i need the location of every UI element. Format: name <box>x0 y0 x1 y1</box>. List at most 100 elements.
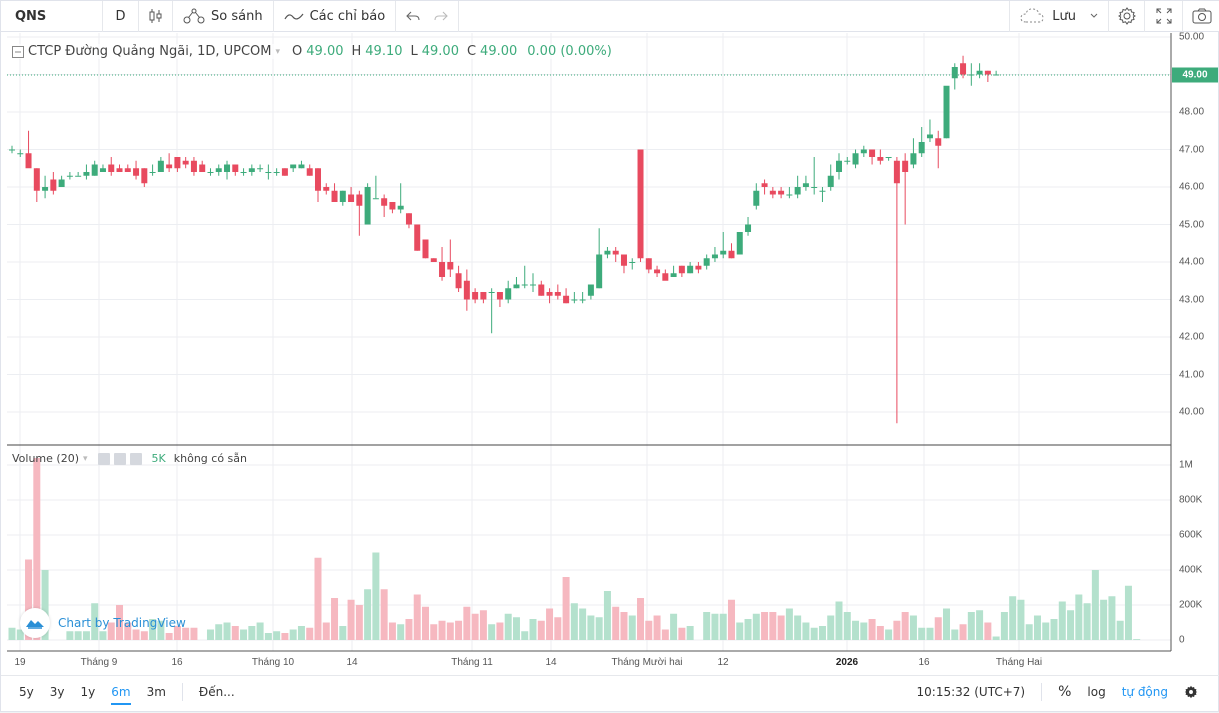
goto-date-button[interactable]: Đến... <box>198 684 235 699</box>
fullscreen-icon <box>1156 8 1172 24</box>
compare-label: So sánh <box>211 8 263 24</box>
range-buttons: 5y 3y 1y 6m 3m <box>1 684 174 705</box>
price-tick-label: 41.00 <box>1179 369 1205 380</box>
time-tick-label: 14 <box>545 657 557 668</box>
volume-dropdown-icon[interactable]: ▾ <box>83 453 88 464</box>
bottom-right-controls: 10:15:32 (UTC+7) % log tự động <box>909 682 1219 701</box>
indicators-label: Các chỉ báo <box>309 8 386 24</box>
time-axis[interactable]: 19 Tháng 9 16 Tháng 10 14 Tháng 11 14 Tháng Mườ… <box>7 653 1171 673</box>
high-label: H <box>351 44 362 59</box>
bottom-toolbar: 5y 3y 1y 6m 3m Đến... 10:15:32 (UTC+7) % log… <box>1 675 1219 707</box>
time-tick-label: 16 <box>171 657 183 668</box>
volume-tick-label: 0 <box>1179 634 1185 646</box>
gear-icon[interactable] <box>1176 685 1206 699</box>
low-value: 49.00 <box>421 44 459 59</box>
compare-button[interactable]: So sánh <box>173 0 274 32</box>
save-label: Lưu <box>1052 8 1076 24</box>
camera-icon <box>1192 8 1212 24</box>
close-label: C <box>466 44 477 59</box>
clock-label[interactable]: 10:15:32 (UTC+7) <box>916 684 1026 699</box>
volume-value: 5K <box>151 452 166 465</box>
save-button[interactable]: Lưu <box>1009 0 1108 32</box>
open-value: 49.00 <box>306 44 344 59</box>
range-button-6m[interactable]: 6m <box>103 685 138 705</box>
volume-tick-label: 200K <box>1179 599 1203 611</box>
separator <box>1041 682 1043 701</box>
price-tick-label: 43.00 <box>1179 294 1205 305</box>
tradingview-watermark[interactable]: Chart by TradingView <box>20 608 186 638</box>
price-tick-label: 46.00 <box>1179 181 1205 193</box>
high-value: 49.10 <box>365 44 403 59</box>
time-tick-label: 16 <box>918 657 930 668</box>
collapse-legend-icon[interactable] <box>12 45 24 58</box>
auto-scale-toggle[interactable]: tự động <box>1121 684 1168 699</box>
indicators-icon <box>284 10 304 22</box>
undo-redo-group <box>396 0 460 32</box>
undo-icon[interactable] <box>406 10 420 22</box>
indicators-button[interactable]: Các chỉ báo <box>274 0 397 32</box>
series-legend: CTCP Đường Quảng Ngãi, 1D, UPCOM ▾ O 49.0… <box>12 44 612 59</box>
volume-title[interactable]: Volume (20) <box>12 452 79 465</box>
volume-tick-label: 400K <box>1179 564 1203 576</box>
settings-button[interactable] <box>1108 0 1144 32</box>
log-toggle[interactable]: log <box>1087 684 1106 699</box>
time-tick-label: 19 <box>14 657 26 668</box>
chart-grid <box>7 33 1171 651</box>
volume-series <box>8 458 1141 640</box>
price-tick-label: 40.00 <box>1179 406 1205 418</box>
volume-axis[interactable]: 1M 800K 600K 400K 200K 0 <box>1171 1 1219 651</box>
screenshot-button[interactable] <box>1182 0 1219 32</box>
price-axis[interactable]: 50.00 49.00 48.00 47.00 46.00 45.00 44.00 43.00… <box>1171 1 1219 445</box>
price-tick-label: 47.00 <box>1179 144 1205 155</box>
volume-tick-label: 600K <box>1179 529 1203 541</box>
interval-label: D <box>115 8 126 24</box>
gear-icon <box>1117 7 1136 25</box>
price-tick-label: 45.00 <box>1179 219 1205 230</box>
close-value: 49.00 <box>480 44 518 59</box>
visibility-icon[interactable] <box>97 452 110 465</box>
chevron-down-icon[interactable] <box>1090 13 1098 19</box>
time-tick-label: 12 <box>717 657 729 668</box>
time-tick-label: Tháng 9 <box>80 657 118 668</box>
range-button-3m[interactable]: 3m <box>146 684 166 699</box>
fullscreen-button[interactable] <box>1144 0 1182 32</box>
toolbar-right: Lưu <box>1009 0 1219 32</box>
symbol-search-button[interactable]: QNS <box>1 0 103 32</box>
time-tick-label: Tháng Mười hai <box>611 657 683 668</box>
volume-legend: Volume (20) ▾ 5K không có sẵn <box>12 452 247 465</box>
candlestick-series <box>9 55 1000 424</box>
series-title[interactable]: CTCP Đường Quảng Ngãi, 1D, UPCOM <box>28 44 272 59</box>
volume-settings-icon[interactable] <box>113 452 126 465</box>
volume-tick-label: 1M <box>1179 459 1193 471</box>
range-button-1y[interactable]: 1y <box>80 684 96 699</box>
candlestick-icon <box>149 8 163 24</box>
open-label: O <box>292 44 303 59</box>
price-tick-label: 48.00 <box>1179 106 1205 118</box>
range-button-5y[interactable]: 5y <box>19 684 34 699</box>
range-button-3y[interactable]: 3y <box>49 684 65 699</box>
change-value: 0.00 (0.00%) <box>527 44 612 59</box>
time-tick-label: 14 <box>346 657 358 668</box>
top-toolbar: QNS D So sánh Các chỉ báo <box>1 0 1219 32</box>
interval-button[interactable]: D <box>103 0 139 32</box>
watermark-text: Chart by TradingView <box>58 616 186 630</box>
price-tick-label: 42.00 <box>1179 331 1205 343</box>
percent-toggle[interactable]: % <box>1058 683 1072 700</box>
current-price-tag: 49.00 <box>1172 67 1218 82</box>
time-tick-label: Tháng 10 <box>251 657 295 668</box>
price-tick-label: 44.00 <box>1179 256 1205 268</box>
low-label: L <box>410 44 418 59</box>
symbol-label: QNS <box>15 8 47 24</box>
chart-type-button[interactable] <box>139 0 173 32</box>
tradingview-logo-icon <box>20 608 50 638</box>
time-tick-label: Tháng 11 <box>451 657 493 668</box>
volume-ma-value: không có sẵn <box>173 452 247 465</box>
legend-dropdown-icon[interactable]: ▾ <box>275 46 281 57</box>
price-tick-label: 50.00 <box>1179 31 1205 43</box>
remove-indicator-icon[interactable] <box>129 452 142 465</box>
volume-tick-label: 800K <box>1179 494 1203 506</box>
time-tick-label: 2026 <box>835 657 859 668</box>
redo-icon[interactable] <box>434 10 448 22</box>
